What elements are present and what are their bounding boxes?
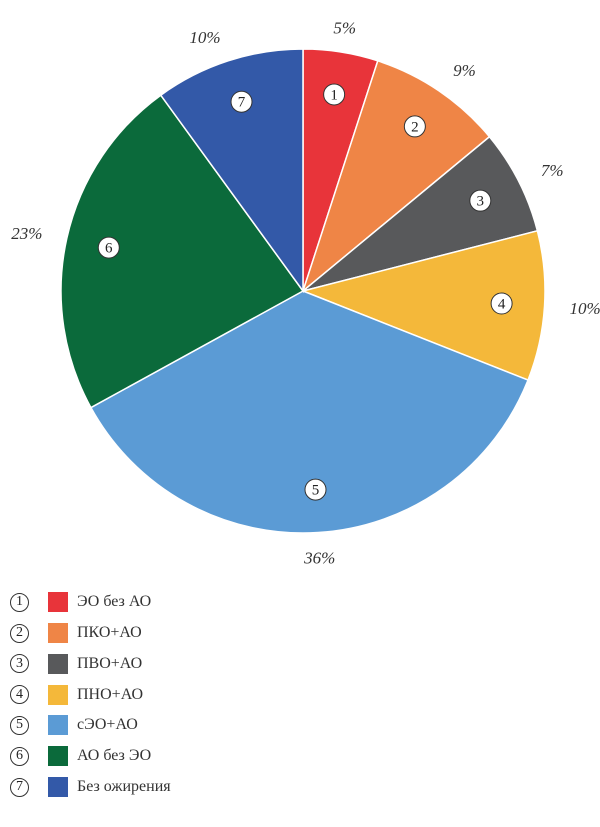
legend-item-3: 3 ПВО+АО bbox=[10, 653, 310, 676]
legend-marker-6: 6 bbox=[10, 746, 29, 766]
slice-marker-text-2: 2 bbox=[411, 119, 419, 135]
pie-slice-6 bbox=[60, 94, 305, 409]
slice-marker-circle-7 bbox=[230, 90, 253, 113]
percent-label-7: 10% bbox=[189, 28, 220, 47]
slice-marker-4: 4 bbox=[490, 292, 513, 315]
legend-swatch-6 bbox=[48, 746, 68, 767]
legend-marker-5: 5 bbox=[10, 715, 29, 735]
percent-label-6: 23% bbox=[11, 224, 42, 243]
legend-label-4: ПНО+АО bbox=[77, 685, 143, 703]
slice-marker-circle-3 bbox=[469, 189, 492, 212]
percent-labels: 5% 9% 7% 10% 36% 23% 10% bbox=[11, 18, 600, 567]
percent-label-2: 9% bbox=[453, 61, 476, 80]
slice-marker-text-7: 7 bbox=[238, 95, 246, 111]
legend-marker-7: 7 bbox=[10, 777, 29, 797]
legend-item-4: 4 ПНО+АО bbox=[10, 683, 310, 706]
pie-slice-7 bbox=[159, 48, 304, 294]
legend-label-7: Без ожирения bbox=[77, 778, 171, 796]
legend-label-1: ЭО без АО bbox=[77, 593, 152, 611]
percent-label-4: 10% bbox=[569, 299, 600, 318]
percent-label-3: 7% bbox=[541, 161, 564, 180]
legend-swatch-7 bbox=[48, 777, 68, 798]
legend-swatch-3 bbox=[48, 653, 68, 674]
legend: 1 ЭО без АО 2 ПКО+АО 3 ПВО+АО 4 ПНО+АО 5… bbox=[10, 591, 310, 807]
slice-marker-1: 1 bbox=[323, 83, 346, 106]
legend-label-5: сЭО+АО bbox=[77, 716, 138, 734]
legend-item-1: 1 ЭО без АО bbox=[10, 591, 310, 614]
slice-marker-2: 2 bbox=[403, 115, 426, 138]
legend-label-3: ПВО+АО bbox=[77, 654, 143, 672]
legend-swatch-4 bbox=[48, 684, 68, 705]
legend-label-6: АО без ЭО bbox=[77, 747, 152, 765]
slice-marker-text-1: 1 bbox=[330, 87, 338, 103]
slice-marker-5: 5 bbox=[304, 478, 327, 501]
pie-slice-4 bbox=[300, 229, 546, 382]
slice-marker-7: 7 bbox=[230, 90, 253, 113]
legend-swatch-2 bbox=[48, 623, 68, 644]
percent-label-5: 36% bbox=[303, 548, 335, 567]
slice-marker-3: 3 bbox=[469, 189, 492, 212]
legend-marker-1: 1 bbox=[10, 592, 29, 612]
slice-marker-text-5: 5 bbox=[312, 483, 320, 499]
slice-marker-text-3: 3 bbox=[477, 194, 485, 210]
pie-chart: 1 2 3 4 5 6 7 5% 9% 7% 10% 36% 23% 10% bbox=[11, 18, 600, 567]
pie-slices bbox=[60, 48, 546, 534]
slice-marker-circle-6 bbox=[97, 236, 120, 259]
slice-marker-circle-1 bbox=[323, 83, 346, 106]
legend-item-6: 6 АО без ЭО bbox=[10, 745, 310, 768]
slice-marker-text-6: 6 bbox=[105, 241, 113, 257]
pie-slice-2 bbox=[301, 59, 491, 294]
slice-marker-circle-4 bbox=[490, 292, 513, 315]
slice-marker-6: 6 bbox=[97, 236, 120, 259]
legend-marker-4: 4 bbox=[10, 685, 29, 705]
legend-item-5: 5 сЭО+АО bbox=[10, 714, 310, 737]
legend-label-2: ПКО+АО bbox=[77, 624, 142, 642]
legend-marker-3: 3 bbox=[10, 654, 29, 674]
slice-marker-circle-5 bbox=[304, 478, 327, 501]
legend-item-7: 7 Без ожирения bbox=[10, 776, 310, 799]
slice-marker-circle-2 bbox=[403, 115, 426, 138]
pie-slice-3 bbox=[302, 135, 539, 292]
percent-label-1: 5% bbox=[333, 18, 356, 37]
legend-marker-2: 2 bbox=[10, 623, 29, 643]
legend-item-2: 2 ПКО+АО bbox=[10, 622, 310, 645]
legend-swatch-5 bbox=[48, 715, 68, 736]
slice-markers: 1 2 3 4 5 6 7 bbox=[97, 83, 513, 501]
slice-marker-text-4: 4 bbox=[498, 297, 506, 313]
pie-slice-5 bbox=[89, 290, 529, 534]
legend-swatch-1 bbox=[48, 592, 68, 613]
